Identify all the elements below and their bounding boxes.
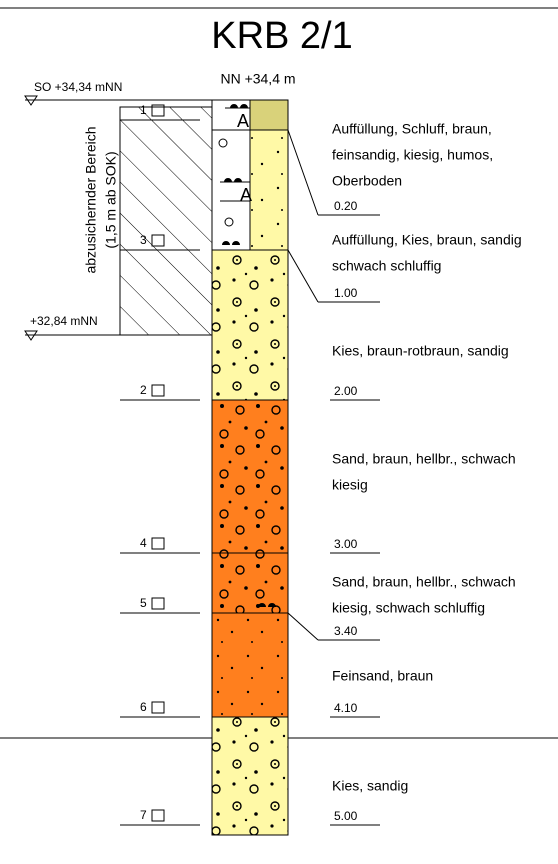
annotations: 1 3 2 4 5 6 7 0.20 1.00 2.00 3.00 3.40 4.10 5.00 Auffü… — [120, 103, 522, 826]
layer-description: schwach schluffig — [332, 258, 441, 274]
depth-label: 1.00 — [334, 286, 358, 300]
leader — [287, 249, 319, 303]
depth-label: 4.10 — [334, 701, 358, 715]
depth-label: 0.20 — [334, 199, 358, 213]
layer-description: Auffüllung, Kies, braun, sandig — [332, 232, 522, 248]
marker: A — [237, 111, 249, 131]
sample-box — [151, 104, 165, 117]
sample-number: 5 — [140, 596, 147, 610]
frame — [0, 7, 558, 739]
leader — [287, 129, 319, 216]
sample-box — [151, 809, 165, 822]
sample-box — [151, 234, 165, 247]
sample-number: 4 — [140, 536, 147, 550]
title: KRB 2/1 — [211, 15, 353, 57]
layer-description: Oberboden — [332, 173, 402, 189]
layer-description: kiesig, schwach schluffig — [332, 600, 485, 616]
depth-label: 3.00 — [334, 537, 358, 551]
column — [211, 99, 289, 836]
layer-description: kiesig — [332, 477, 368, 493]
zone — [119, 106, 213, 336]
level-markers: SO +34,34 mNN +32,84 mNN — [24, 80, 212, 341]
sample-number: 6 — [140, 700, 147, 714]
sample-box — [151, 701, 165, 714]
layer-description: feinsandig, kiesig, humos, — [332, 147, 493, 163]
zone-text: abzusichernder Bereich — [83, 126, 99, 273]
sample-box — [151, 537, 165, 550]
layer-description: Kies, braun-rotbraun, sandig — [332, 343, 509, 359]
depth-label: 2.00 — [334, 384, 358, 398]
sample-number: 7 — [140, 808, 147, 822]
zone-label: abzusichernder Bereich (1,5 m ab SOK) — [83, 126, 119, 273]
sample-box — [151, 384, 165, 397]
depth-label: 5.00 — [334, 809, 358, 823]
zone-text: (1,5 m ab SOK) — [103, 151, 119, 248]
layer-description: Sand, braun, hellbr., schwach — [332, 451, 516, 467]
layer-description: Feinsand, braun — [332, 668, 433, 684]
ground-level: NN +34,4 m — [220, 71, 295, 87]
sample-number: 1 — [140, 103, 147, 117]
layer-description: Kies, sandig — [332, 778, 408, 794]
sample-box — [151, 597, 165, 610]
sample-number: 2 — [140, 383, 147, 397]
sample-number: 3 — [140, 233, 147, 247]
depth-label: 3.40 — [334, 624, 358, 638]
layer-description: Auffüllung, Schluff, braun, — [332, 121, 492, 137]
level-label: +32,84 mNN — [30, 314, 98, 328]
layer-description: Sand, braun, hellbr., schwach — [332, 574, 516, 590]
leader — [287, 612, 319, 641]
marker: A — [240, 185, 252, 205]
level-label: SO +34,34 mNN — [34, 80, 122, 94]
